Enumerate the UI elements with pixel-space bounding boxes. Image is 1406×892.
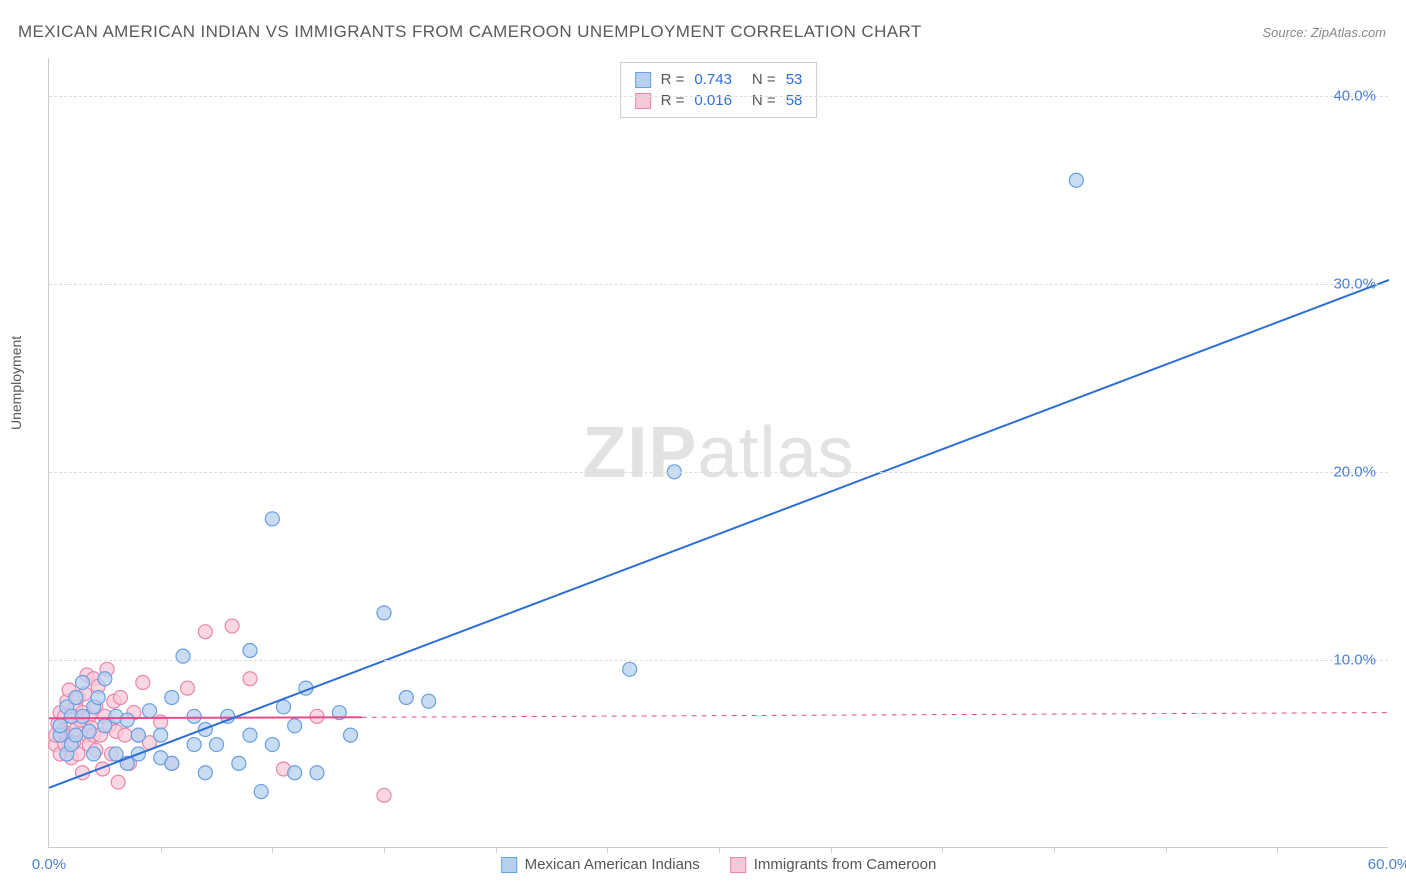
x-minor-tick bbox=[161, 847, 162, 853]
swatch-pink bbox=[730, 857, 746, 873]
source-attribution: Source: ZipAtlas.com bbox=[1262, 25, 1386, 40]
legend-item-blue: Mexican American Indians bbox=[501, 856, 700, 873]
n-label: N = bbox=[752, 92, 776, 109]
x-minor-tick bbox=[607, 847, 608, 853]
legend-label-blue: Mexican American Indians bbox=[525, 856, 700, 873]
grid-line bbox=[49, 472, 1388, 473]
x-minor-tick bbox=[831, 847, 832, 853]
x-minor-tick bbox=[1166, 847, 1167, 853]
n-value-blue: 53 bbox=[786, 71, 803, 88]
grid-line bbox=[49, 284, 1388, 285]
x-tick-label: 0.0% bbox=[32, 856, 66, 873]
legend-label-pink: Immigrants from Cameroon bbox=[754, 856, 937, 873]
x-minor-tick bbox=[272, 847, 273, 853]
chart-title: MEXICAN AMERICAN INDIAN VS IMMIGRANTS FR… bbox=[18, 22, 922, 42]
y-tick-label: 10.0% bbox=[1333, 651, 1376, 668]
x-minor-tick bbox=[384, 847, 385, 853]
r-value-pink: 0.016 bbox=[694, 92, 732, 109]
r-label: R = bbox=[661, 71, 685, 88]
y-tick-label: 20.0% bbox=[1333, 463, 1376, 480]
x-minor-tick bbox=[719, 847, 720, 853]
x-minor-tick bbox=[942, 847, 943, 853]
legend-row-blue: R = 0.743 N = 53 bbox=[635, 69, 803, 90]
legend-item-pink: Immigrants from Cameroon bbox=[730, 856, 937, 873]
legend-row-pink: R = 0.016 N = 58 bbox=[635, 90, 803, 111]
r-label: R = bbox=[661, 92, 685, 109]
scatter-plot-svg bbox=[49, 58, 1388, 847]
n-label: N = bbox=[752, 71, 776, 88]
swatch-blue bbox=[501, 857, 517, 873]
y-tick-label: 30.0% bbox=[1333, 275, 1376, 292]
x-tick-label: 60.0% bbox=[1368, 856, 1406, 873]
series-legend: Mexican American Indians Immigrants from… bbox=[501, 856, 937, 873]
x-minor-tick bbox=[1277, 847, 1278, 853]
r-value-blue: 0.743 bbox=[694, 71, 732, 88]
n-value-pink: 58 bbox=[786, 92, 803, 109]
y-axis-label: Unemployment bbox=[8, 336, 24, 430]
chart-plot-area: ZIPatlas R = 0.743 N = 53 R = 0.016 N = … bbox=[48, 58, 1388, 848]
grid-line bbox=[49, 96, 1388, 97]
swatch-blue bbox=[635, 72, 651, 88]
x-minor-tick bbox=[1054, 847, 1055, 853]
x-minor-tick bbox=[496, 847, 497, 853]
correlation-legend: R = 0.743 N = 53 R = 0.016 N = 58 bbox=[620, 62, 818, 118]
grid-line bbox=[49, 660, 1388, 661]
y-tick-label: 40.0% bbox=[1333, 87, 1376, 104]
